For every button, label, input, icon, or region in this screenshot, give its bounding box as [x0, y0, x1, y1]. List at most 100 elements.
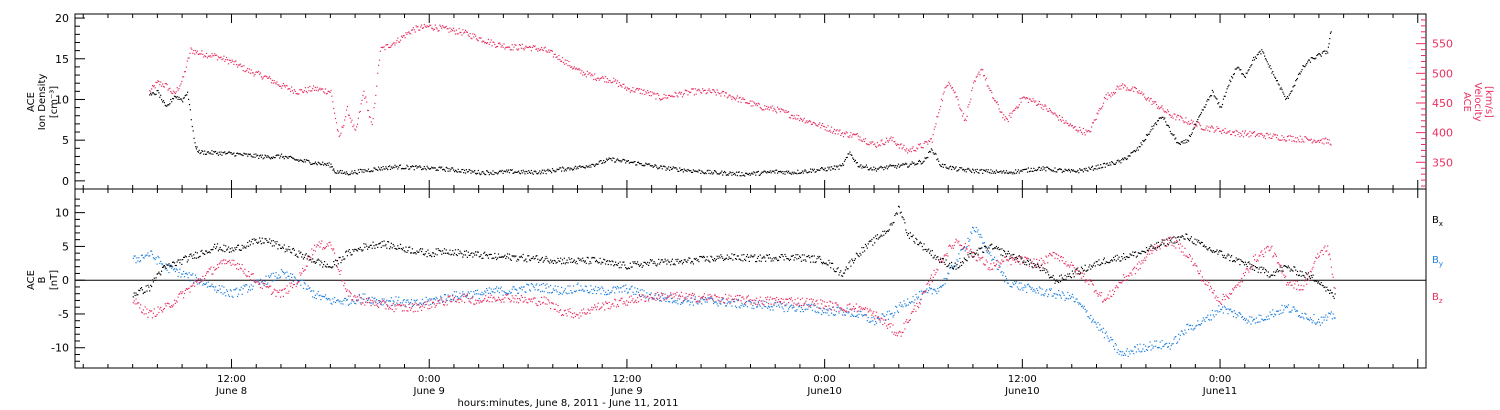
bz-series-point [560, 309, 562, 311]
density-series-point [450, 168, 452, 170]
density-series-point [1022, 169, 1024, 171]
density-series-point [287, 157, 289, 159]
density-series-point [297, 159, 299, 161]
velocity-series-point [883, 143, 885, 146]
density-series-point [1118, 161, 1120, 163]
by-series-point [252, 285, 254, 287]
by-series-point [270, 273, 273, 275]
velocity-series-point [343, 125, 345, 127]
by-series-point [995, 260, 997, 262]
density-series-point [1282, 91, 1284, 93]
velocity-series-point [756, 103, 758, 105]
velocity-series-point [797, 118, 799, 120]
density-series-point [551, 172, 553, 174]
by-series-point [1015, 282, 1017, 284]
bz-series-point [348, 290, 350, 292]
by-series-point [451, 299, 453, 301]
by-series-point [967, 237, 969, 239]
density-series-point [641, 164, 643, 167]
bz-series-point [466, 293, 468, 295]
velocity-series-point [925, 141, 927, 143]
density-series-point [671, 168, 673, 170]
velocity-series-point [253, 75, 255, 77]
velocity-series-point [669, 94, 671, 96]
velocity-series-point [1291, 140, 1293, 142]
by-series-point [888, 310, 890, 312]
bz-series-point [144, 306, 146, 308]
density-series-point [1220, 106, 1222, 108]
velocity-series-point [1059, 119, 1062, 121]
by-series-point [248, 289, 250, 291]
velocity-series-point [778, 108, 781, 110]
velocity-series-point [464, 29, 467, 31]
density-series-point [410, 166, 412, 168]
density-series-point [328, 162, 330, 164]
bz-series-point [180, 291, 182, 293]
by-series-point [554, 285, 556, 287]
density-series-point [417, 166, 419, 168]
density-series-point [657, 168, 659, 170]
bz-series-point [140, 304, 142, 306]
velocity-series-point [1192, 120, 1194, 122]
density-series-point [883, 169, 885, 171]
density-series-point [722, 174, 724, 176]
density-series-point [500, 171, 502, 173]
velocity-series-point [1309, 139, 1311, 141]
density-series-point [959, 167, 961, 169]
bz-series-point [800, 304, 802, 307]
by-series-point [1266, 318, 1268, 321]
by-series-point [1159, 341, 1161, 343]
density-series-point [1203, 106, 1205, 108]
by-series-point [734, 305, 737, 307]
velocity-series-point [1330, 144, 1332, 146]
density-series-point [1117, 159, 1119, 161]
by-series-point [272, 272, 274, 274]
density-series-point [215, 150, 217, 153]
velocity-series-point [352, 126, 354, 128]
density-series-point [892, 165, 894, 167]
velocity-series-point [633, 91, 635, 93]
by-series-point [775, 302, 777, 304]
by-series-point [907, 304, 910, 306]
by-series-point [1010, 286, 1012, 288]
density-series-point [1050, 169, 1052, 171]
density-series-point [964, 169, 966, 171]
density-series-point [741, 172, 743, 174]
velocity-series-point [1001, 111, 1003, 113]
density-series-point [608, 157, 610, 159]
velocity-series-point [1256, 134, 1258, 136]
by-series-point [965, 247, 967, 249]
velocity-series-point [757, 102, 759, 104]
density-series-point [677, 170, 679, 172]
velocity-series-point [742, 97, 744, 99]
velocity-series-point [850, 132, 852, 134]
density-series-point [175, 97, 177, 99]
velocity-series-point [898, 147, 900, 149]
velocity-series-point [302, 91, 304, 93]
by-series-point [634, 287, 636, 289]
density-series-point [861, 167, 863, 169]
density-series-point [442, 169, 444, 171]
by-series-point [493, 288, 495, 290]
velocity-series-point [614, 80, 616, 82]
density-series-point [734, 172, 736, 175]
by-series-point [1182, 333, 1184, 335]
bz-series-point [680, 291, 683, 293]
density-series-point [1071, 170, 1073, 172]
velocity-series-point [711, 91, 713, 94]
density-series-point [1296, 79, 1298, 81]
velocity-series-point [1127, 89, 1129, 91]
velocity-series-point [816, 125, 818, 127]
density-series-point [309, 162, 311, 164]
density-series-point [501, 169, 503, 171]
density-series-point [352, 173, 354, 175]
bz-series-point [297, 281, 299, 284]
density-series-point [430, 168, 432, 170]
velocity-series-point [1050, 111, 1052, 113]
by-series-point [1168, 342, 1170, 344]
density-series-point [762, 171, 764, 174]
by-series-point [892, 316, 894, 318]
bz-series-point [607, 307, 609, 310]
bz-series-point [374, 304, 376, 306]
velocity-series-point [1206, 125, 1208, 127]
